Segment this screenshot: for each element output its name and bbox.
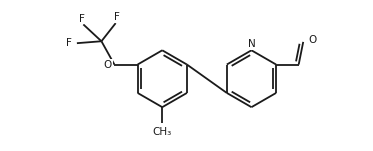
- Text: F: F: [114, 12, 120, 22]
- Text: CH₃: CH₃: [153, 127, 172, 137]
- Text: O: O: [104, 59, 112, 69]
- Text: N: N: [248, 39, 256, 49]
- Text: F: F: [66, 38, 72, 48]
- Text: F: F: [79, 14, 85, 24]
- Text: O: O: [308, 35, 316, 45]
